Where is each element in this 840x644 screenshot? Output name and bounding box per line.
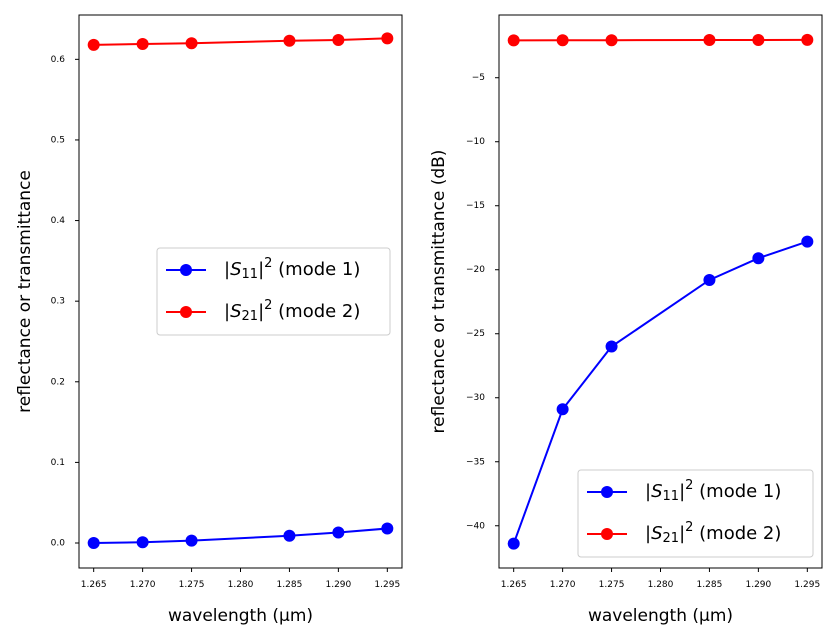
legend-swatch-marker xyxy=(180,264,192,276)
data-point xyxy=(381,32,394,45)
y-tick-label: 0.0 xyxy=(51,539,66,549)
chart-panel-1: 1.265 1.270 1.275 1.280 1.285 1.290 1.295 0.0 0.… xyxy=(15,14,403,626)
y-tick-label: 0.3 xyxy=(51,297,65,307)
data-point xyxy=(752,33,765,46)
x-tick-label: 1.265 xyxy=(81,580,107,590)
series-line xyxy=(93,527,388,545)
data-point xyxy=(556,34,569,47)
y-tick-label: −40 xyxy=(466,521,485,531)
data-point xyxy=(332,33,345,46)
y-tick-label: 0.1 xyxy=(51,458,65,468)
data-point xyxy=(605,34,618,47)
data-point xyxy=(605,340,618,353)
y-tick-label: −15 xyxy=(466,201,485,211)
data-point xyxy=(507,34,520,47)
data-point xyxy=(185,534,198,547)
data-point xyxy=(283,34,296,47)
x-tick-label: 1.265 xyxy=(501,580,527,590)
x-tick-label: 1.290 xyxy=(745,580,771,590)
legend-label: |S21|2 (mode 2) xyxy=(645,520,781,546)
y-axis-label: reflectance or transmittance (dB) xyxy=(429,150,449,434)
data-point xyxy=(703,273,716,286)
data-point xyxy=(283,529,296,542)
series-line xyxy=(513,38,808,42)
y-tick-label: −10 xyxy=(466,137,485,147)
x-tick-label: 1.290 xyxy=(325,580,351,590)
x-tick-label: 1.295 xyxy=(374,580,400,590)
legend: |S11|2 (mode 1) |S21|2 (mode 2) xyxy=(156,247,391,336)
legend-label: |S11|2 (mode 1) xyxy=(224,256,360,282)
data-point xyxy=(381,522,394,535)
data-point xyxy=(556,403,569,416)
data-point xyxy=(507,537,520,550)
legend-swatch-marker xyxy=(180,306,192,318)
y-tick-label: −25 xyxy=(466,329,485,339)
data-point xyxy=(136,536,149,549)
data-point xyxy=(87,38,100,51)
data-point xyxy=(185,37,198,50)
data-point xyxy=(703,33,716,46)
x-tick-label: 1.275 xyxy=(179,580,205,590)
series-2 xyxy=(87,32,394,51)
y-tick-label: 0.4 xyxy=(51,216,66,226)
series-line xyxy=(512,240,808,545)
x-axis-label: wavelength (µm) xyxy=(588,606,733,626)
data-point xyxy=(752,252,765,265)
data-point xyxy=(136,38,149,51)
legend-box xyxy=(156,247,391,336)
legend-swatch-marker xyxy=(601,528,613,540)
x-tick-label: 1.270 xyxy=(130,580,156,590)
data-point xyxy=(801,33,814,46)
x-axis-label: wavelength (µm) xyxy=(168,606,313,626)
y-tick-label: 0.6 xyxy=(51,55,66,65)
series-line xyxy=(93,37,388,46)
data-point xyxy=(332,526,345,539)
data-point xyxy=(87,537,100,550)
y-tick-label: −5 xyxy=(472,73,485,83)
data-point xyxy=(801,235,814,248)
y-tick-label: 0.2 xyxy=(51,377,65,387)
chart-panel-2: 1.265 1.270 1.275 1.280 1.285 1.290 1.295 −40 −3… xyxy=(429,14,823,626)
x-tick-label: 1.285 xyxy=(697,580,723,590)
x-tick-label: 1.270 xyxy=(550,580,576,590)
x-tick-label: 1.295 xyxy=(794,580,820,590)
x-tick-label: 1.275 xyxy=(599,580,625,590)
x-tick-label: 1.280 xyxy=(648,580,674,590)
y-tick-label: −30 xyxy=(466,393,485,403)
y-tick-label: 0.5 xyxy=(51,135,65,145)
legend-label: |S11|2 (mode 1) xyxy=(645,478,781,504)
y-tick-label: −35 xyxy=(466,457,485,467)
series-1 xyxy=(87,522,394,550)
y-axis-label: reflectance or transmittance xyxy=(15,170,35,413)
legend-label: |S21|2 (mode 2) xyxy=(224,298,360,324)
legend-box xyxy=(577,469,814,558)
series-2 xyxy=(507,33,814,47)
x-tick-label: 1.285 xyxy=(277,580,303,590)
series-1 xyxy=(507,235,814,550)
legend: |S11|2 (mode 1) |S21|2 (mode 2) xyxy=(577,469,814,558)
legend-swatch-marker xyxy=(601,486,613,498)
y-tick-label: −20 xyxy=(466,265,485,275)
x-tick-label: 1.280 xyxy=(228,580,254,590)
